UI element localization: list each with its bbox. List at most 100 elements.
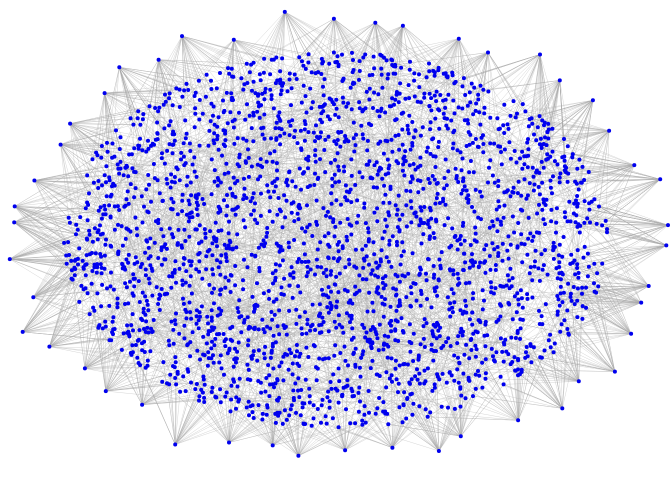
node (405, 127, 410, 132)
node (380, 236, 385, 241)
node (245, 362, 250, 367)
node (215, 244, 219, 249)
node (228, 110, 233, 115)
node (193, 193, 198, 198)
node (367, 73, 372, 78)
node (380, 301, 385, 306)
node (347, 257, 351, 262)
node (313, 71, 318, 76)
node (385, 157, 390, 162)
node (356, 390, 361, 395)
node (404, 188, 409, 193)
node (357, 77, 361, 82)
node (261, 238, 266, 243)
node (445, 126, 450, 131)
node (336, 366, 341, 371)
node (452, 378, 457, 383)
node (64, 261, 69, 266)
node (551, 174, 555, 179)
node (289, 201, 294, 206)
node (215, 137, 220, 142)
node (326, 329, 331, 334)
node (388, 184, 393, 189)
node (212, 343, 217, 348)
node (99, 271, 104, 276)
node (148, 236, 153, 241)
node (488, 115, 493, 120)
node (200, 197, 205, 201)
node (185, 343, 190, 348)
node (329, 386, 334, 391)
node (181, 141, 186, 146)
node (274, 297, 279, 302)
node (344, 137, 349, 142)
node (266, 363, 271, 368)
node (167, 343, 172, 348)
node (162, 126, 167, 131)
node (404, 203, 409, 208)
node (347, 190, 352, 195)
node (438, 325, 443, 330)
node (244, 196, 249, 200)
node (313, 272, 317, 277)
node (492, 247, 497, 252)
node (446, 405, 450, 410)
node (195, 213, 200, 217)
node (351, 136, 356, 141)
node (340, 95, 345, 100)
node (210, 253, 215, 258)
node (429, 342, 434, 347)
node (384, 255, 389, 260)
node (255, 109, 260, 114)
node (502, 102, 507, 107)
node (256, 403, 261, 408)
node (565, 308, 570, 313)
node (590, 98, 595, 103)
node (311, 130, 316, 135)
node (476, 145, 481, 149)
node (128, 182, 133, 187)
node (424, 271, 428, 276)
node (265, 183, 270, 188)
node (458, 308, 463, 313)
node (291, 388, 296, 393)
node (328, 160, 333, 165)
node (526, 153, 531, 158)
node (184, 81, 189, 86)
node (324, 213, 328, 218)
node (159, 287, 164, 291)
node (468, 159, 473, 163)
node (370, 341, 375, 346)
node (237, 397, 241, 402)
node (570, 155, 575, 160)
node (377, 322, 382, 327)
node (260, 417, 265, 422)
node (170, 274, 175, 279)
node (189, 263, 193, 268)
node (129, 323, 134, 328)
node (600, 223, 605, 228)
node (480, 288, 485, 293)
node (413, 374, 418, 379)
node (367, 86, 372, 91)
node (418, 205, 423, 210)
node (433, 289, 437, 294)
node (153, 106, 158, 110)
node (125, 189, 130, 194)
node (223, 337, 228, 342)
node (508, 113, 513, 118)
node (356, 213, 361, 218)
node (353, 247, 358, 252)
node (196, 318, 201, 323)
node (573, 272, 578, 277)
node (217, 360, 222, 365)
node (184, 310, 189, 314)
node (311, 416, 316, 421)
node (333, 343, 338, 348)
node (261, 291, 266, 296)
node (557, 260, 562, 265)
node (515, 191, 520, 196)
node (260, 317, 265, 322)
node (319, 111, 324, 116)
node (279, 88, 284, 93)
